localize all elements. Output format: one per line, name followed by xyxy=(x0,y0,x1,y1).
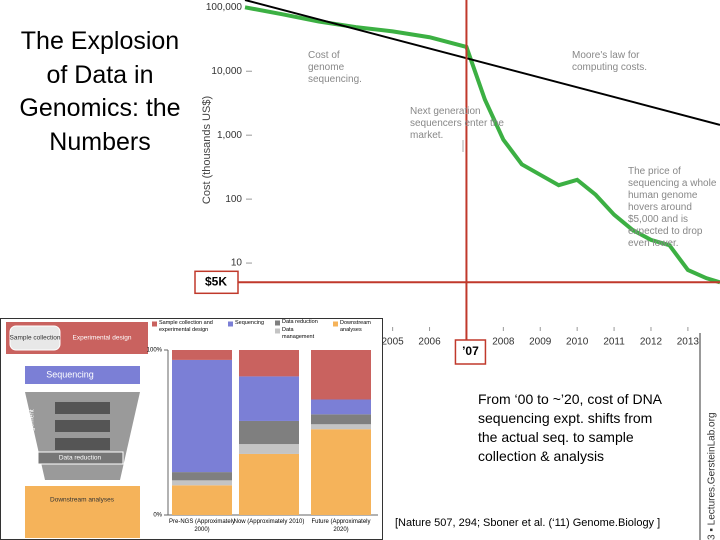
reference-label-box xyxy=(454,339,487,365)
reference-label-box xyxy=(194,270,239,295)
y-tick-label: 100 xyxy=(225,194,242,205)
legend-swatch xyxy=(228,321,233,327)
x-tick-label: 2009 xyxy=(529,337,552,348)
x-tick-label: Pre-NGS (Approximately 2000) xyxy=(168,519,236,533)
bar-segment xyxy=(239,350,299,377)
flow-label: Data reduction xyxy=(59,455,102,462)
x-tick-label: 2006 xyxy=(418,337,441,348)
footer: 3 ▪ Lectures.GersteinLab.org xyxy=(707,412,718,540)
x-tick-label: Future (Approximately 2020) xyxy=(311,519,371,533)
note: From ‘00 to ~’20, cost of DNA sequencing… xyxy=(478,391,662,464)
flow-node xyxy=(25,366,140,384)
bar-segment xyxy=(239,453,299,515)
legend-label: Data management xyxy=(282,327,315,340)
x-tick-label: 2008 xyxy=(492,337,515,348)
slide-title: The Explosion of Data in Genomics: the N… xyxy=(19,27,181,156)
bar-segment xyxy=(172,472,232,481)
legend-swatch xyxy=(275,320,280,326)
legend-label: Sequencing xyxy=(235,320,265,326)
bar-segment xyxy=(311,424,371,430)
y-tick-label: 100% xyxy=(147,348,163,354)
legend-label: Data reduction xyxy=(282,319,318,325)
flow-node xyxy=(25,486,140,538)
flow-label: Sequencing xyxy=(46,369,94,379)
x-tick-label: 2010 xyxy=(566,337,589,348)
bar-segment xyxy=(311,414,371,425)
legend-swatch xyxy=(152,321,157,327)
y-tick-label: 1,000 xyxy=(217,130,242,141)
reference-label: $5K xyxy=(205,274,227,288)
flow-label: Sample collection xyxy=(10,335,61,342)
x-tick-label: 2012 xyxy=(640,337,663,348)
annotation: Next generation sequencers enter the mar… xyxy=(410,106,504,141)
flow-label: Data management xyxy=(29,409,36,463)
bar-segment xyxy=(172,485,232,515)
flow-node xyxy=(37,451,124,465)
flow-label: Experimental design xyxy=(73,335,132,342)
flow-node xyxy=(55,420,110,432)
citation: [Nature 507, 294; Sboner et al. (‘11) Ge… xyxy=(395,517,661,529)
bar-segment xyxy=(311,350,371,400)
bar-segment xyxy=(172,350,232,360)
flow-node xyxy=(55,438,110,450)
bar-segment xyxy=(172,480,232,486)
series-label: Cost of genome sequencing. xyxy=(308,50,362,85)
flow-node xyxy=(9,325,61,351)
bar-segment xyxy=(239,420,299,445)
y-tick-label: 0% xyxy=(153,513,162,519)
series-label: Moore's law for computing costs. xyxy=(572,50,648,73)
line xyxy=(244,0,720,126)
y-tick-label: 100,000 xyxy=(206,2,243,13)
legend-swatch xyxy=(333,321,338,327)
y-tick-label: 10 xyxy=(231,258,243,269)
line xyxy=(244,5,720,285)
x-tick-label: Now (Approximately 2010) xyxy=(233,519,305,525)
reference-label: ’07 xyxy=(462,344,479,358)
y-axis-label: Cost (thousands US$) xyxy=(201,96,213,204)
legend-swatch xyxy=(275,328,280,334)
y-tick-label: 10,000 xyxy=(211,66,242,77)
flow-label: Downstream analyses xyxy=(50,497,115,504)
x-tick-label: 2013 xyxy=(677,337,700,348)
bar-segment xyxy=(172,359,232,473)
legend-label: Sample collection and experimental desig… xyxy=(159,320,213,333)
bar-segment xyxy=(239,376,299,421)
bar-segment xyxy=(311,429,371,515)
bar-segment xyxy=(311,399,371,415)
flow-node xyxy=(55,402,110,414)
annotation: The price of sequencing a whole human ge… xyxy=(628,166,717,249)
legend-label: Downstream analyses xyxy=(340,320,371,333)
x-tick-label: 2005 xyxy=(382,337,405,348)
bar-segment xyxy=(239,444,299,454)
x-tick-label: 2011 xyxy=(603,337,625,348)
